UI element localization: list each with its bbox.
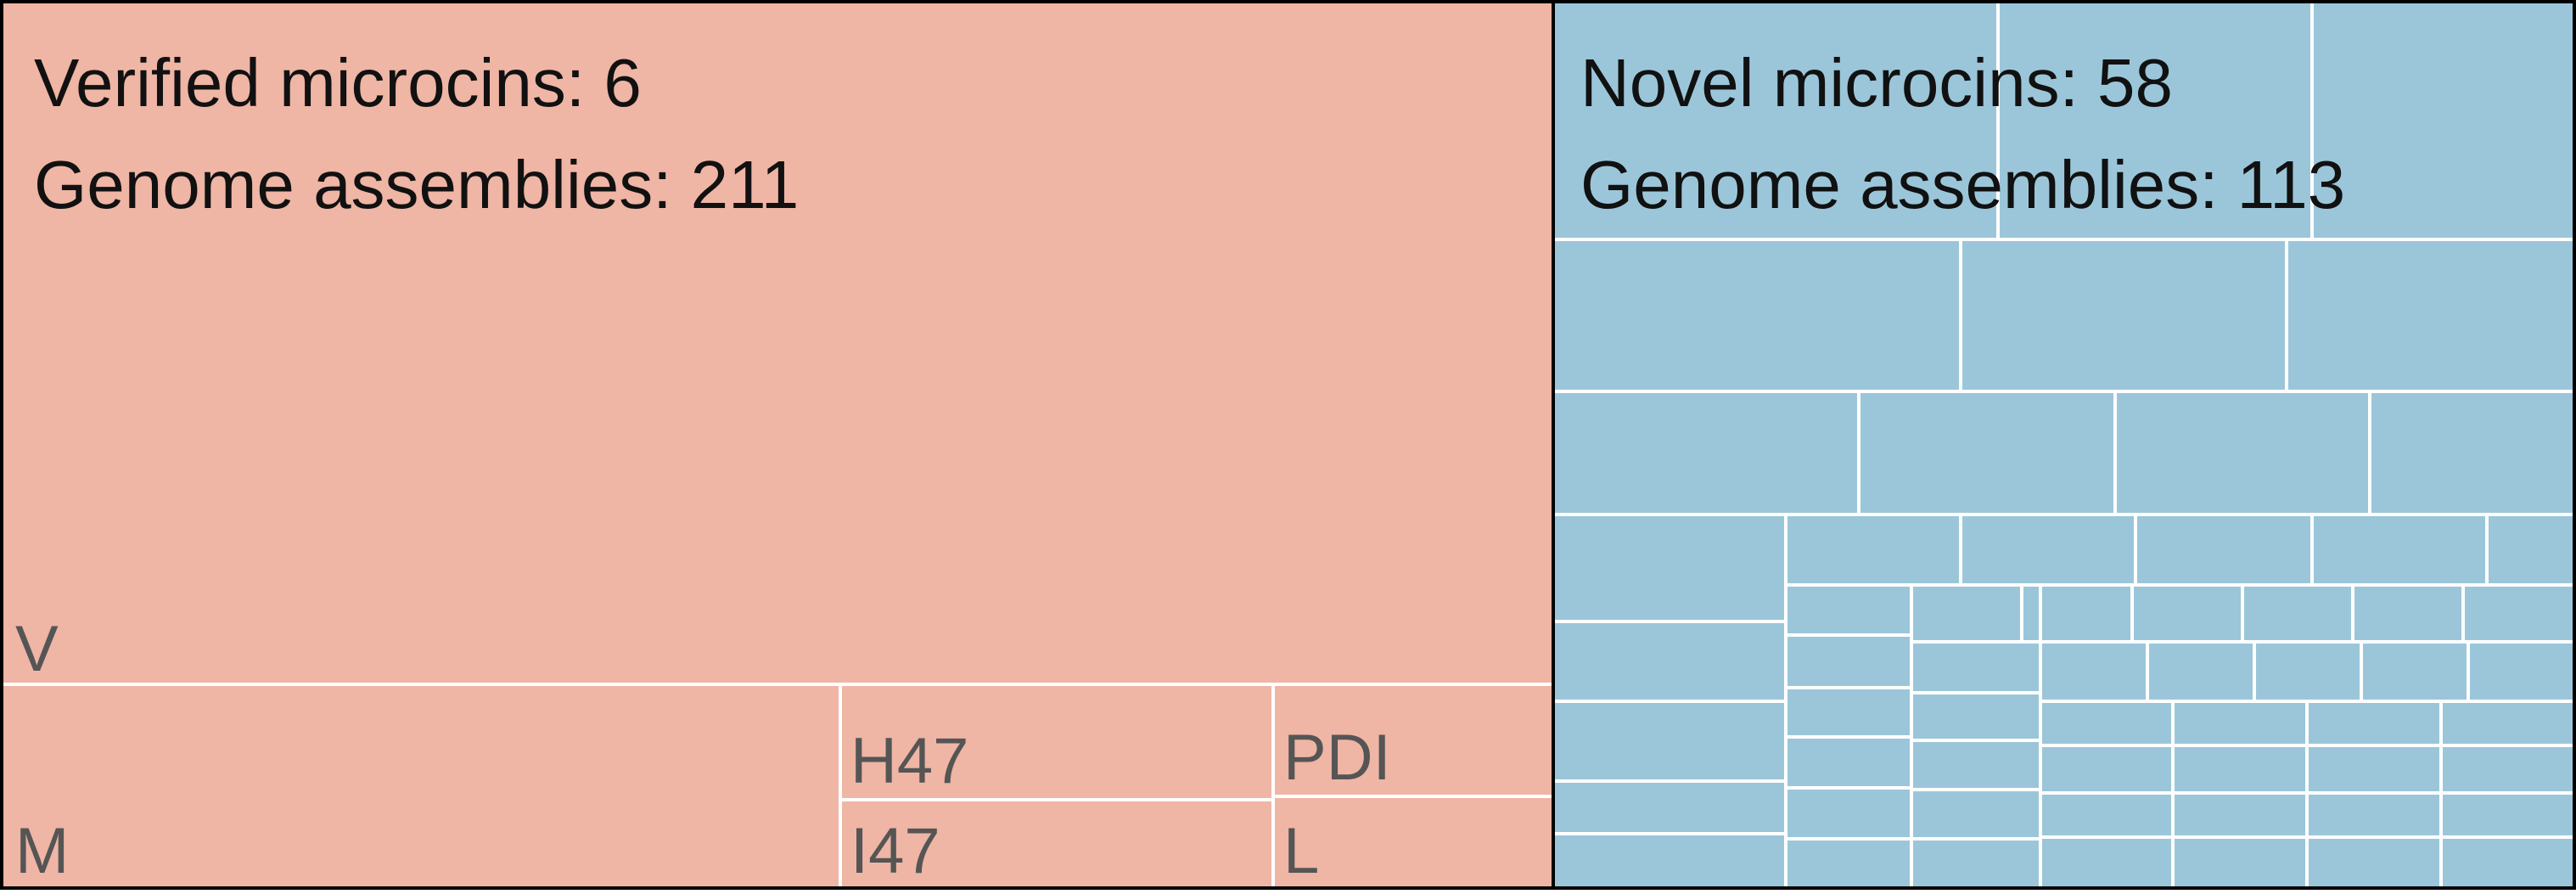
leaf-label-i47: I47 — [850, 815, 940, 887]
leaf-label-v: V — [15, 613, 59, 685]
leaf-labels: V M H47 I47 PDI L — [15, 613, 1391, 887]
leaf-label-m: M — [15, 815, 69, 887]
group-headings: Verified microcins: 6 Genome assemblies:… — [34, 45, 2345, 222]
leaf-label-h47: H47 — [850, 725, 968, 797]
novel-microcins-heading: Novel microcins: 58 — [1580, 45, 2173, 121]
novel-group-area — [1553, 0, 2576, 890]
verified-microcins-heading: Verified microcins: 6 — [34, 45, 642, 121]
leaf-label-l: L — [1283, 815, 1319, 887]
leaf-label-pdi: PDI — [1283, 722, 1391, 794]
verified-assemblies-heading: Genome assemblies: 211 — [34, 147, 799, 222]
novel-assemblies-heading: Genome assemblies: 113 — [1580, 147, 2345, 222]
verified-group-area — [0, 0, 1553, 890]
